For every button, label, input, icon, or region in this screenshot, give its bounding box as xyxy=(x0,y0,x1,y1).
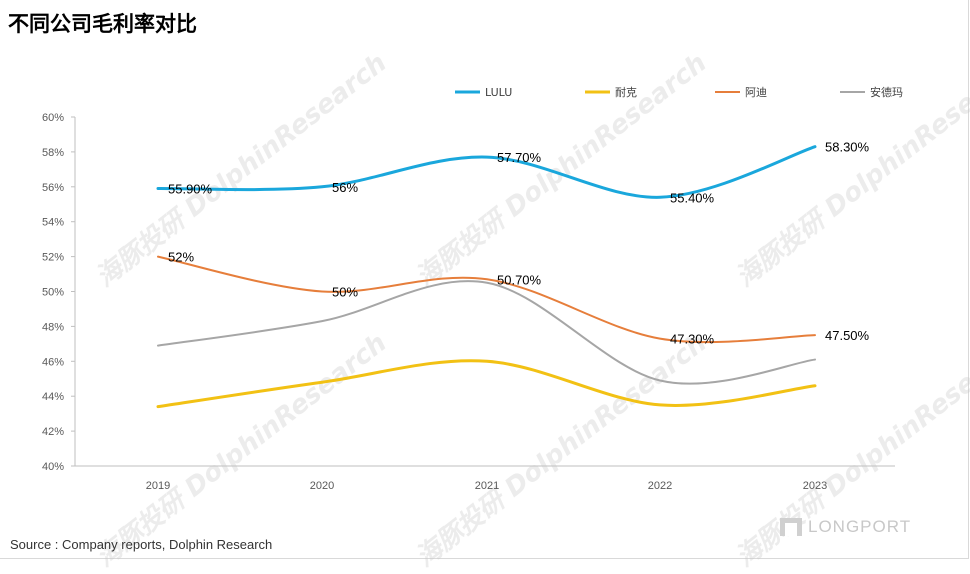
data-label: 47.30% xyxy=(670,332,715,347)
legend-label: 安德玛 xyxy=(870,85,903,99)
series-line-LULU xyxy=(156,145,817,199)
page-title: 不同公司毛利率对比 xyxy=(8,12,197,36)
x-tick-label: 2021 xyxy=(475,480,499,492)
x-tick-label: 2022 xyxy=(648,480,672,492)
x-tick-label: 2020 xyxy=(310,480,334,492)
data-label: 52% xyxy=(168,250,194,265)
y-tick-label: 60% xyxy=(42,112,64,124)
data-label: 55.40% xyxy=(670,190,715,205)
series-line-阿迪 xyxy=(157,255,816,344)
brand-text: LONGPORT xyxy=(808,517,912,536)
y-tick-label: 50% xyxy=(42,287,64,299)
y-tick-label: 44% xyxy=(42,391,64,403)
data-label: 50.70% xyxy=(497,272,542,287)
y-tick-label: 54% xyxy=(42,217,64,229)
data-label: 47.50% xyxy=(825,328,870,343)
data-label: 56% xyxy=(332,180,358,195)
legend-label: 阿迪 xyxy=(745,86,767,99)
y-tick-label: 48% xyxy=(42,321,64,333)
y-tick-label: 56% xyxy=(42,182,64,194)
x-tick-label: 2023 xyxy=(803,480,827,492)
data-label: 55.90% xyxy=(168,182,213,197)
data-label: 58.30% xyxy=(825,140,870,155)
brand-logo: LONGPORT xyxy=(780,517,911,537)
series-line-耐克 xyxy=(156,359,817,409)
y-tick-label: 58% xyxy=(42,147,64,159)
legend-label: 耐克 xyxy=(615,86,637,99)
series-line-安德玛 xyxy=(157,280,816,385)
x-tick-label: 2019 xyxy=(146,480,170,492)
source-note: Source : Company reports, Dolphin Resear… xyxy=(10,537,273,552)
y-tick-label: 46% xyxy=(42,356,64,368)
y-tick-label: 52% xyxy=(42,252,64,264)
data-label: 57.70% xyxy=(497,150,542,165)
chart-frame xyxy=(0,0,969,559)
y-tick-label: 40% xyxy=(42,461,64,473)
line-chart: 40% 42% 44% 46% 48% 50% 52% 54% 56% 58% 60% 2019 202… xyxy=(42,85,903,492)
data-label: 50% xyxy=(332,285,358,300)
y-tick-label: 42% xyxy=(42,426,64,438)
longport-logo-icon xyxy=(780,518,802,536)
legend-label: LULU xyxy=(485,86,512,99)
